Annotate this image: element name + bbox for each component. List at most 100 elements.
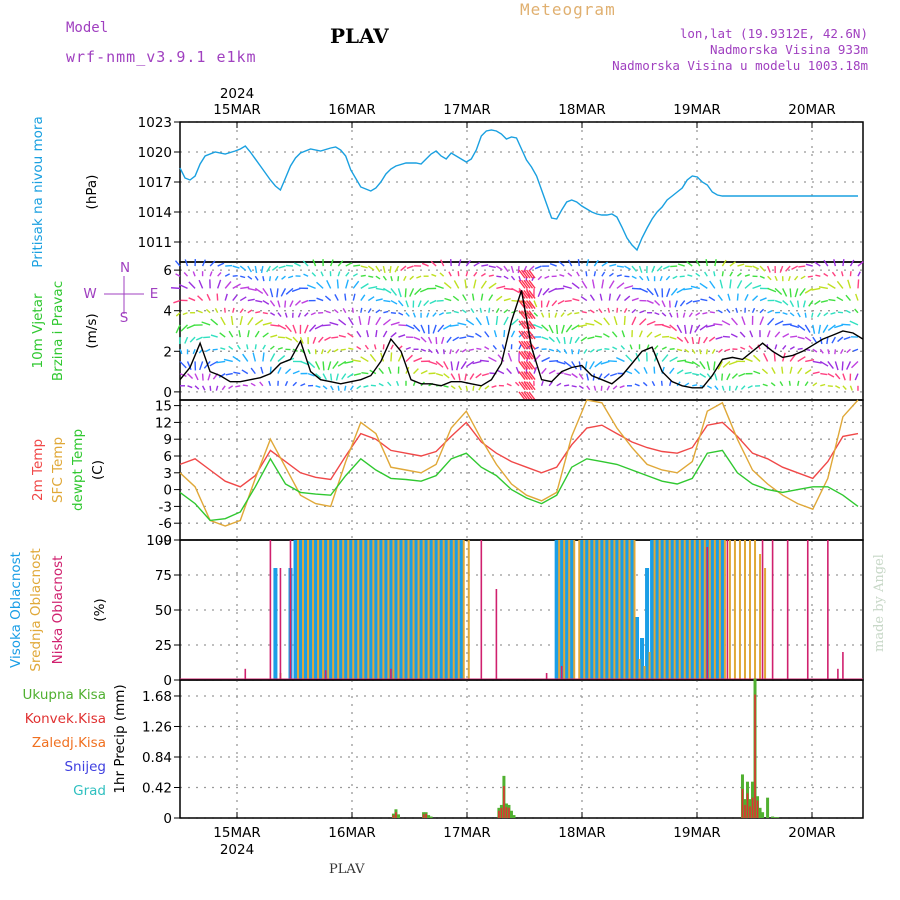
wind-arrow	[528, 350, 536, 360]
wind-arrow	[356, 385, 362, 390]
wind-arrow	[528, 310, 536, 320]
wind-arrow	[589, 309, 595, 314]
data-bar	[498, 810, 500, 818]
wind-arrow	[353, 372, 361, 376]
data-bar	[348, 540, 353, 680]
wind-arrow	[804, 336, 812, 342]
data-bar	[603, 540, 606, 680]
wind-arrow	[510, 265, 515, 273]
data-bar	[593, 540, 596, 680]
wind-arrow	[481, 372, 490, 377]
wind-arrow	[278, 265, 286, 269]
wind-arrow	[284, 300, 287, 308]
wind-arrow	[703, 336, 708, 344]
wind-arrow	[749, 330, 754, 338]
wind-arrow	[721, 385, 725, 391]
wind-arrow	[743, 357, 753, 363]
wind-arrow	[682, 312, 686, 318]
data-bar	[437, 540, 440, 680]
wind-arrow	[661, 346, 667, 350]
data-bar	[668, 540, 671, 680]
wind-arrow	[738, 372, 746, 377]
wind-arrow	[390, 312, 396, 314]
wind-arrow	[495, 295, 503, 302]
wind-arrow	[528, 289, 536, 299]
wind-arrow	[518, 381, 526, 391]
wind-arrow	[767, 310, 773, 314]
wind-arrow	[589, 348, 595, 353]
data-bar	[328, 540, 333, 680]
wind-arrow	[496, 265, 503, 271]
wind-arrow	[661, 354, 669, 362]
wind-arrow	[714, 259, 717, 267]
wind-arrow	[187, 385, 193, 389]
model-label: Model	[66, 20, 109, 36]
wind-arrow	[366, 330, 370, 338]
data-bar	[741, 788, 744, 818]
wind-arrow	[247, 298, 255, 302]
wind-arrow	[520, 320, 529, 330]
wind-arrow	[589, 294, 595, 301]
wind-arrow	[378, 367, 384, 375]
data-bar	[293, 540, 298, 680]
data-bar	[680, 540, 685, 680]
wind-arrow	[599, 293, 603, 301]
wind-arrow	[349, 385, 354, 391]
y-tick-label: 1023	[138, 115, 172, 131]
wind-arrow	[804, 369, 812, 375]
wind-arrow	[189, 336, 196, 343]
wind-arrow	[488, 265, 496, 269]
wind-arrow	[660, 380, 663, 386]
wind-arrow	[598, 308, 603, 314]
wind-arrow	[461, 309, 467, 314]
data-bar	[357, 540, 360, 680]
wind-arrow	[744, 293, 749, 301]
wind-arrow	[277, 324, 287, 330]
wind-arrow	[473, 261, 481, 267]
wind-arrow	[564, 372, 572, 376]
data-bar	[505, 807, 508, 818]
wind-arrow	[230, 315, 234, 326]
wind-arrow	[840, 271, 844, 277]
y-tick-label: 1020	[138, 145, 172, 161]
data-bar	[827, 540, 829, 680]
wind-arrow	[669, 336, 677, 340]
wind-arrow	[396, 380, 400, 387]
x-tick-label-top: 19MAR	[673, 102, 720, 118]
wind-arrow	[281, 275, 286, 280]
data-bar	[467, 540, 470, 680]
wind-arrow	[432, 324, 437, 334]
wind-arrow	[322, 385, 328, 390]
wind-arrow	[420, 370, 428, 375]
data-bar	[743, 540, 746, 680]
wind-arrow	[669, 367, 675, 375]
wind-arrow	[820, 372, 828, 376]
data-bar	[608, 540, 611, 680]
wind-arrow	[450, 373, 456, 380]
wind-arrow	[458, 259, 462, 267]
data-bar	[279, 568, 282, 680]
y-tick-label: 0	[163, 385, 172, 401]
wind-arrow	[520, 269, 529, 279]
wind-arrow	[695, 259, 701, 267]
wind-arrow	[525, 350, 534, 360]
wind-arrow	[341, 373, 347, 380]
wind-arrow	[378, 382, 384, 387]
wind-arrow	[805, 359, 815, 363]
data-bar	[559, 540, 564, 680]
wind-arrow	[266, 265, 271, 273]
wind-arrow	[631, 308, 637, 314]
wind-arrow	[757, 344, 761, 350]
wind-arrow	[523, 361, 531, 370]
wind-arrow	[812, 360, 822, 364]
wind-arrow	[804, 381, 809, 387]
wind-arrow	[620, 345, 625, 350]
wind-arrow	[804, 312, 807, 318]
y-tick-label: 75	[155, 568, 172, 584]
wind-arrow	[518, 344, 522, 350]
wind-arrow	[221, 385, 226, 391]
station-title: PLAV	[330, 24, 389, 48]
wind-arrow	[564, 384, 570, 387]
model-elevation-label: Nadmorska Visina u modelu 1003.18m	[612, 58, 868, 73]
wind-arrow	[186, 361, 192, 370]
